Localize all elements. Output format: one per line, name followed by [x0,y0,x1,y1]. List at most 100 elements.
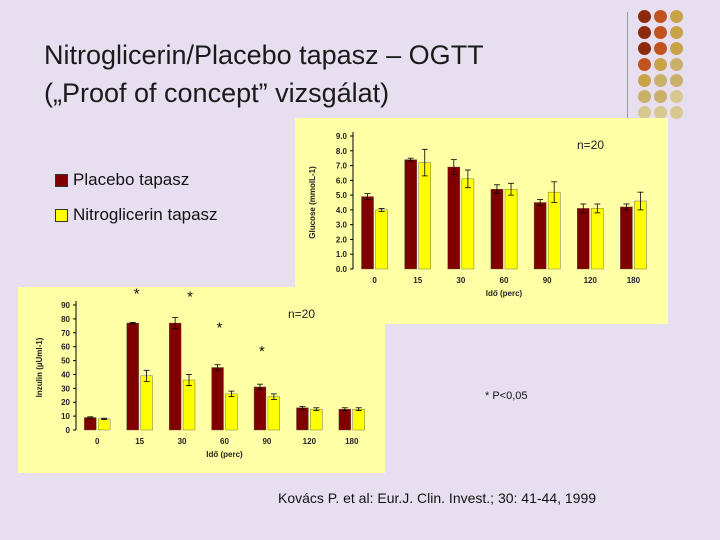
decor-dot [670,58,683,71]
bar-nitroglycerin [547,191,561,270]
x-tick-label: 15 [135,437,144,446]
legend-label-placebo: Placebo tapasz [73,170,190,189]
decor-dot [638,10,651,23]
decor-divider [627,12,628,118]
legend-swatch-nitro [55,208,68,222]
x-tick-label: 180 [345,437,359,446]
bar-placebo [211,367,224,431]
y-axis-label: Glucose (mmolL-1) [308,166,317,239]
bar-placebo [361,196,374,270]
y-tick-label: 80 [61,315,70,324]
bar-nitroglycerin [310,408,323,431]
y-tick-label: 5.0 [336,191,348,200]
x-tick-label: 180 [627,276,641,285]
x-tick-label: 90 [543,276,552,285]
title-line-1: Nitroglicerin/Placebo tapasz – OGTT [44,40,484,70]
legend-label-nitro: Nitroglicerin tapasz [73,205,218,224]
y-tick-label: 4.0 [336,206,348,215]
slide-title: Nitroglicerin/Placebo tapasz – OGTT („Pr… [44,36,604,112]
citation: Kovács P. et al: Eur.J. Clin. Invest.; 3… [278,490,597,506]
y-tick-label: 70 [61,329,70,338]
x-tick-label: 90 [262,437,271,446]
x-tick-label: 30 [456,276,465,285]
decor-dot [654,26,667,39]
decor-dot [670,42,683,55]
y-tick-label: 9.0 [336,132,348,141]
bar-placebo [404,159,417,270]
insulin-chart-panel: 0 10 20 30 40 50 60 70 80 90 Inzulin (µUml-1) 0 15 * 3… [18,287,385,473]
y-tick-label: 60 [61,343,70,352]
x-axis-label: Idő (perc) [486,289,523,298]
insulin-chart: 0 10 20 30 40 50 60 70 80 90 Inzulin (µUml-1) 0 15 * 3… [35,287,365,459]
y-axis-label: Inzulin (µUml-1) [35,337,44,397]
y-tick-label: 0.0 [336,265,348,274]
bar-placebo [296,407,309,431]
y-tick-label: 8.0 [336,147,348,156]
decor-dot [654,74,667,87]
bar-nitroglycerin [375,209,388,270]
legend-swatch-placebo [55,173,68,187]
significance-marker: * [259,343,265,360]
bar-placebo [490,188,504,270]
bar-placebo [126,322,139,431]
bar-nitroglycerin [182,379,196,431]
decor-dot [638,42,651,55]
bar-placebo [533,202,547,270]
bar-nitroglycerin [267,396,281,431]
y-tick-label: 30 [61,384,70,393]
decor-dot [654,42,667,55]
x-tick-label: 120 [584,276,598,285]
x-tick-label: 60 [220,437,229,446]
y-tick-label: 20 [61,398,70,407]
bar-placebo [620,206,633,270]
decor-dot [638,26,651,39]
x-axis-label: Idő (perc) [206,450,243,459]
bar-placebo [84,417,97,431]
glucose-chart-panel: 0.0 1.0 2.0 3.0 4.0 5.0 6.0 7.0 8.0 9.0 Glucose (m… [295,118,668,324]
legend-item-placebo: Placebo tapasz [55,170,189,190]
significance-marker: * [187,289,193,306]
decor-dot [670,10,683,23]
bar-nitroglycerin [504,188,518,270]
decor-dot [670,90,683,103]
y-tick-label: 50 [61,357,70,366]
decor-dot [638,106,651,119]
decor-dot [670,26,683,39]
y-tick-label: 2.0 [336,235,348,244]
significance-marker: * [134,287,140,302]
decor-dot [654,106,667,119]
bar-nitroglycerin [461,178,475,270]
x-tick-label: 30 [178,437,187,446]
y-tick-label: 1.0 [336,250,348,259]
bar-nitroglycerin [225,393,238,431]
bar-nitroglycerin [591,208,604,270]
significance-note: * P<0,05 [485,390,528,402]
y-tick-label: 40 [61,370,70,379]
x-tick-label: 60 [500,276,509,285]
y-tick-label: 3.0 [336,221,348,230]
bar-placebo [447,166,461,270]
y-tick-label: 0 [66,426,71,435]
bar-nitroglycerin [418,162,431,270]
x-tick-label: 15 [413,276,422,285]
bar-placebo [253,386,267,431]
bar-placebo [168,322,182,431]
bar-nitroglycerin [634,200,647,270]
decor-dot [654,58,667,71]
decor-dot [638,90,651,103]
bar-nitroglycerin [352,408,365,431]
bar-nitroglycerin [98,418,111,431]
decor-dot [654,10,667,23]
sample-size-annotation: n=20 [288,307,315,321]
x-tick-label: 120 [303,437,317,446]
bar-placebo [338,408,351,431]
bar-nitroglycerin [140,375,153,431]
bar-placebo [577,208,590,270]
y-tick-label: 6.0 [336,176,348,185]
decor-dot [670,106,683,119]
x-tick-label: 0 [95,437,100,446]
decor-dot [638,58,651,71]
y-tick-label: 10 [61,412,70,421]
significance-marker: * [217,320,223,337]
title-line-2: („Proof of concept” vizsgálat) [44,78,390,108]
